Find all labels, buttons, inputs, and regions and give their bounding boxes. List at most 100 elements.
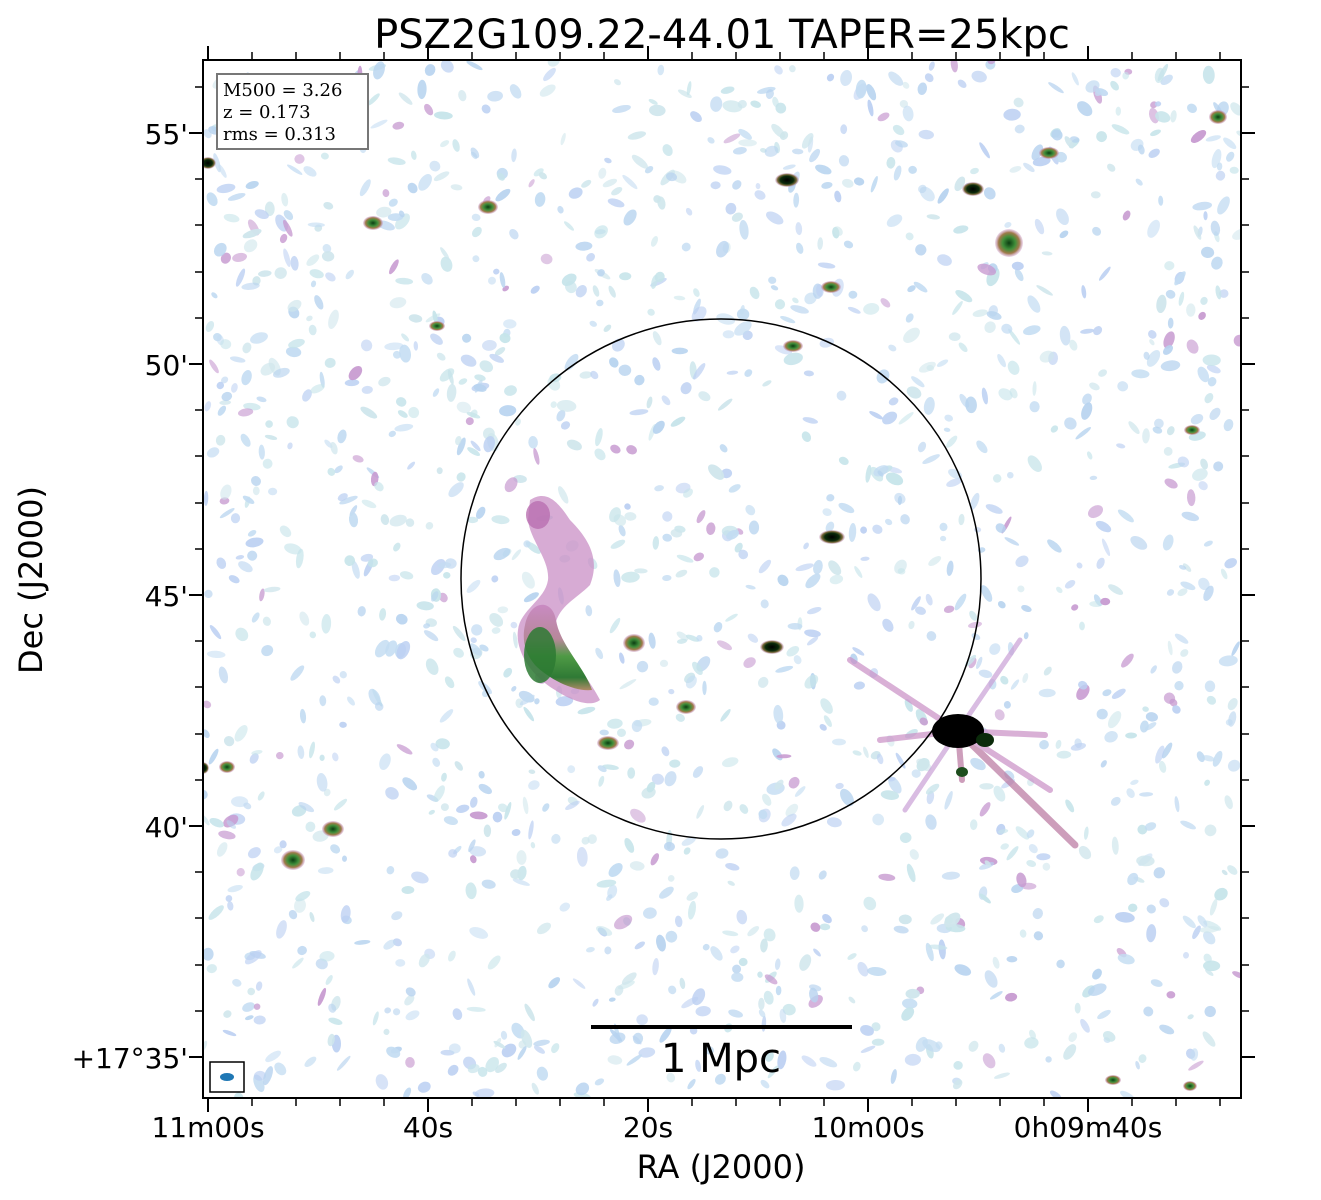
noise-speck (667, 875, 675, 882)
noise-speck (403, 1087, 412, 1098)
noise-speck (676, 554, 694, 563)
noise-speck (899, 832, 912, 844)
noise-speck (940, 535, 947, 542)
noise-speck (1169, 698, 1178, 707)
noise-speck (627, 131, 647, 140)
noise-speck (1203, 211, 1208, 221)
noise-speck (627, 767, 636, 779)
noise-speck (595, 647, 604, 660)
noise-speck (775, 985, 782, 996)
noise-speck (984, 970, 998, 988)
info-redshift: z = 0.173 (223, 102, 311, 123)
noise-speck (479, 360, 494, 373)
noise-speck (474, 374, 486, 381)
noise-speck (937, 254, 952, 266)
noise-speck (720, 708, 731, 722)
noise-speck (213, 242, 227, 257)
noise-speck (1171, 661, 1183, 674)
noise-speck (235, 627, 249, 642)
noise-speck (321, 614, 332, 634)
noise-speck (958, 513, 965, 526)
noise-speck (585, 946, 595, 953)
noise-speck (1136, 855, 1155, 867)
noise-speck (497, 172, 505, 181)
noise-speck (404, 994, 415, 1006)
noise-speck (1125, 732, 1137, 739)
noise-speck (1080, 328, 1095, 334)
noise-speck (491, 575, 499, 583)
noise-speck (1226, 151, 1235, 162)
noise-speck (888, 776, 896, 782)
noise-speck (1019, 929, 1027, 938)
noise-speck (652, 536, 660, 550)
noise-speck (1071, 72, 1079, 86)
noise-speck (205, 321, 215, 332)
noise-speck (264, 434, 278, 440)
noise-speck (361, 385, 373, 394)
plot-frame (202, 59, 1242, 1099)
noise-speck (264, 201, 275, 217)
noise-speck (1028, 844, 1038, 854)
noise-speck (317, 867, 334, 875)
noise-speck (610, 539, 626, 549)
noise-speck (1143, 351, 1150, 360)
noise-speck (1177, 588, 1188, 597)
noise-speck (1193, 225, 1202, 240)
noise-speck (251, 476, 261, 486)
noise-speck (473, 383, 487, 392)
noise-speck (1064, 580, 1076, 589)
noise-speck (1225, 719, 1233, 726)
noise-speck (1047, 539, 1062, 553)
noise-speck (1174, 681, 1184, 691)
noise-speck (998, 1043, 1006, 1053)
noise-speck (1146, 349, 1161, 367)
noise-speck (492, 811, 503, 823)
noise-speck (440, 60, 454, 73)
noise-speck (834, 190, 842, 203)
noise-speck (1120, 1090, 1135, 1098)
noise-speck (1074, 1002, 1081, 1014)
noise-speck (1026, 829, 1035, 838)
noise-speck (219, 508, 235, 519)
noise-speck (893, 165, 902, 181)
point-source (363, 216, 383, 230)
noise-speck (706, 522, 716, 535)
noise-speck (375, 1074, 389, 1090)
noise-speck (860, 1024, 874, 1036)
noise-speck (423, 630, 439, 642)
noise-speck (425, 521, 434, 530)
noise-speck (607, 884, 618, 899)
noise-speck (408, 314, 423, 323)
noise-speck (295, 891, 311, 902)
noise-speck (692, 661, 703, 675)
noise-speck (898, 411, 914, 425)
noise-speck (652, 357, 661, 371)
noise-speck (299, 708, 307, 724)
noise-speck (1230, 102, 1241, 116)
noise-speck (258, 270, 272, 277)
noise-speck (913, 281, 928, 293)
noise-speck (631, 154, 648, 169)
noise-speck (943, 427, 951, 432)
noise-speck (245, 537, 264, 548)
noise-speck (559, 902, 571, 912)
noise-speck (499, 333, 511, 344)
noise-speck (1203, 931, 1216, 945)
noise-speck (1071, 604, 1079, 611)
noise-speck (664, 841, 675, 852)
noise-speck (957, 79, 967, 88)
noise-speck (577, 706, 596, 715)
noise-speck (434, 111, 453, 120)
noise-speck (690, 111, 702, 123)
noise-speck (696, 510, 706, 524)
noise-speck (823, 715, 832, 727)
noise-speck (739, 804, 749, 814)
noise-speck (683, 488, 693, 498)
noise-speck (596, 879, 617, 888)
noise-speck (401, 885, 415, 895)
noise-speck (1209, 407, 1221, 421)
noise-speck (1210, 220, 1221, 236)
noise-speck (498, 803, 508, 813)
noise-speck (223, 735, 235, 747)
noise-speck (668, 985, 677, 995)
